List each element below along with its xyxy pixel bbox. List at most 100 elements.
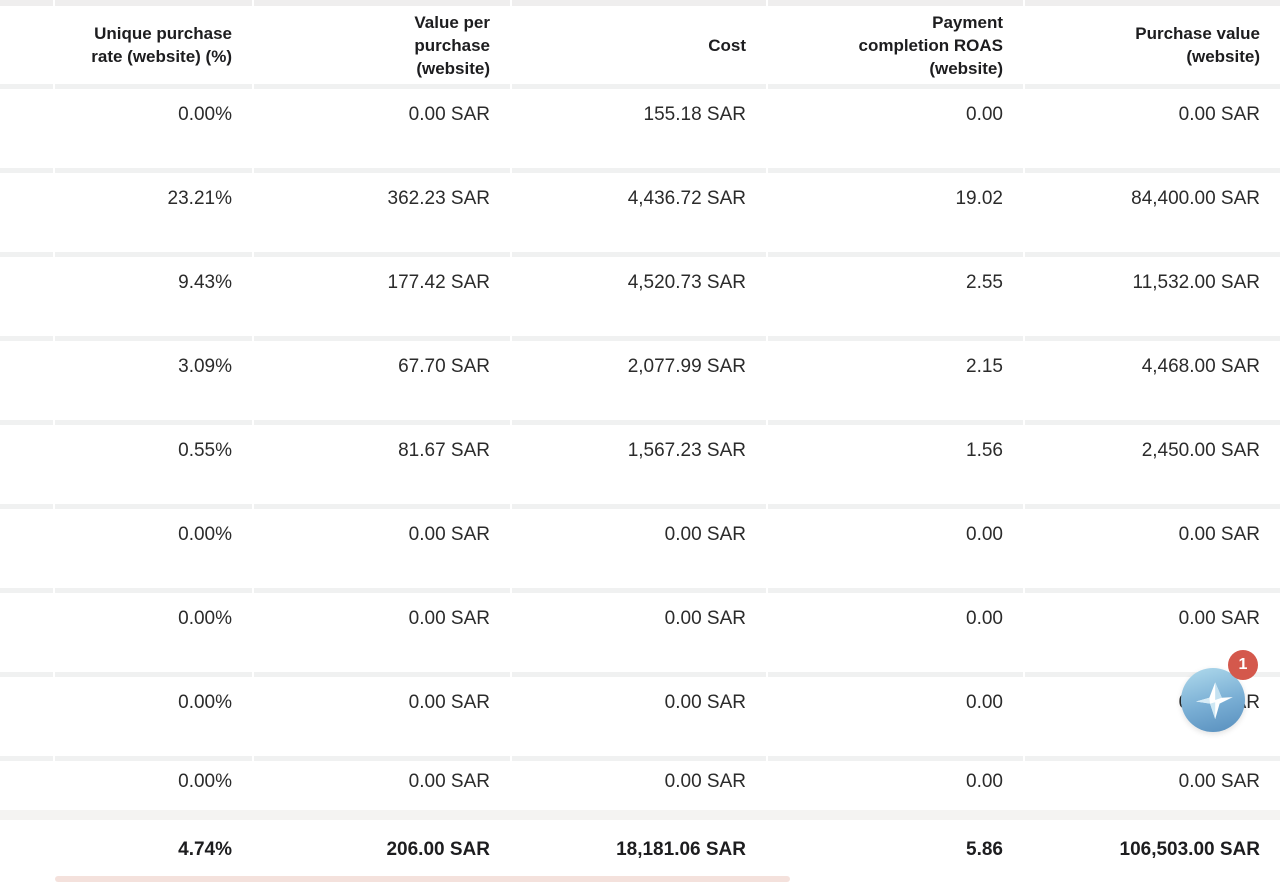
row-separator [0, 756, 1280, 761]
table-row: 0.00% 0.00 SAR 155.18 SAR 0.00 0.00 SAR [0, 89, 1280, 168]
table-row: 0.00% 0.00 SAR 0.00 SAR 0.00 0.00 SAR [0, 593, 1280, 672]
table-row: 0.00% 0.00 SAR 0.00 SAR 0.00 0.00 SAR [0, 761, 1280, 810]
header-line: (website) [1186, 47, 1260, 66]
notification-badge: 1 [1228, 650, 1258, 680]
row-spacer-cell [0, 257, 53, 336]
table-row: 0.00% 0.00 SAR 0.00 SAR 0.00 0.00 SAR [0, 509, 1280, 588]
row-spacer-cell [0, 761, 53, 810]
cell-value-per-purchase: 0.00 SAR [252, 593, 510, 672]
stripe-segment [0, 0, 53, 6]
row-separator [0, 420, 1280, 425]
total-purchase-value: 106,503.00 SAR [1023, 820, 1280, 880]
column-header-value-per-purchase[interactable]: Value per purchase (website) [252, 6, 510, 84]
stripe-segment [766, 0, 1023, 6]
total-row-separator [0, 810, 1280, 820]
cell-unique-purchase-rate: 3.09% [53, 341, 252, 420]
cell-payment-completion-roas: 0.00 [766, 677, 1023, 756]
header-line: Cost [708, 35, 746, 55]
row-spacer-cell [0, 509, 53, 588]
assistant-widget-button[interactable] [1181, 668, 1245, 732]
sparkle-star-icon [1196, 682, 1233, 720]
header-line: Payment [932, 12, 1003, 32]
cell-purchase-value: 11,532.00 SAR [1023, 257, 1280, 336]
row-spacer-cell [0, 89, 53, 168]
cell-cost: 0.00 SAR [510, 677, 766, 756]
table-row: 3.09% 67.70 SAR 2,077.99 SAR 2.15 4,468.… [0, 341, 1280, 420]
header-top-stripe [0, 0, 1280, 6]
cell-payment-completion-roas: 2.15 [766, 341, 1023, 420]
cell-unique-purchase-rate: 0.00% [53, 677, 252, 756]
cell-value-per-purchase: 0.00 SAR [252, 677, 510, 756]
header-line: (website) [929, 58, 1003, 78]
row-spacer-cell [0, 173, 53, 252]
stripe-segment [252, 0, 510, 6]
row-spacer-cell [0, 677, 53, 756]
table-total-row: 4.74% 206.00 SAR 18,181.06 SAR 5.86 106,… [0, 820, 1280, 880]
header-line: Unique purchase [94, 24, 232, 43]
row-spacer-cell [0, 820, 53, 880]
stripe-segment [53, 0, 252, 6]
cell-payment-completion-roas: 0.00 [766, 89, 1023, 168]
cell-value-per-purchase: 67.70 SAR [252, 341, 510, 420]
cell-value-per-purchase: 0.00 SAR [252, 89, 510, 168]
row-spacer-cell [0, 425, 53, 504]
column-header-payment-completion-roas[interactable]: Payment completion ROAS (website) [766, 6, 1023, 84]
cell-value-per-purchase: 0.00 SAR [252, 761, 510, 810]
cell-cost: 2,077.99 SAR [510, 341, 766, 420]
cell-value-per-purchase: 177.42 SAR [252, 257, 510, 336]
total-payment-completion-roas: 5.86 [766, 820, 1023, 880]
cell-unique-purchase-rate: 0.55% [53, 425, 252, 504]
cell-payment-completion-roas: 1.56 [766, 425, 1023, 504]
header-line: (website) [416, 58, 490, 78]
row-separator [0, 672, 1280, 677]
header-line: Purchase value [1135, 24, 1260, 43]
cell-value-per-purchase: 0.00 SAR [252, 509, 510, 588]
total-unique-purchase-rate: 4.74% [53, 820, 252, 880]
header-line: Value per [414, 12, 490, 32]
cell-purchase-value: 0.00 SAR [1023, 593, 1280, 672]
cell-payment-completion-roas: 19.02 [766, 173, 1023, 252]
stripe-segment [1023, 0, 1280, 6]
total-value-per-purchase: 206.00 SAR [252, 820, 510, 880]
cell-cost: 1,567.23 SAR [510, 425, 766, 504]
row-spacer-cell [0, 593, 53, 672]
table-row: 9.43% 177.42 SAR 4,520.73 SAR 2.55 11,53… [0, 257, 1280, 336]
cell-purchase-value: 2,450.00 SAR [1023, 425, 1280, 504]
header-line: rate (website) (%) [91, 47, 232, 66]
cell-cost: 4,520.73 SAR [510, 257, 766, 336]
cell-unique-purchase-rate: 0.00% [53, 89, 252, 168]
cell-cost: 0.00 SAR [510, 761, 766, 810]
cell-purchase-value: 0.00 SAR [1023, 89, 1280, 168]
cell-purchase-value: 0.00 SAR [1023, 761, 1280, 810]
cell-payment-completion-roas: 0.00 [766, 761, 1023, 810]
stripe-segment [510, 0, 766, 6]
column-header-cost[interactable]: Cost [510, 6, 766, 84]
total-cost: 18,181.06 SAR [510, 820, 766, 880]
cell-payment-completion-roas: 2.55 [766, 257, 1023, 336]
table-header-row: Unique purchase rate (website) (%) Value… [0, 6, 1280, 84]
cell-payment-completion-roas: 0.00 [766, 509, 1023, 588]
cell-unique-purchase-rate: 9.43% [53, 257, 252, 336]
horizontal-scrollbar[interactable] [55, 876, 790, 882]
column-header-unique-purchase-rate[interactable]: Unique purchase rate (website) (%) [53, 6, 252, 84]
header-line: purchase [414, 35, 490, 55]
header-spacer-cell [0, 6, 53, 84]
row-separator [0, 168, 1280, 173]
row-separator [0, 588, 1280, 593]
assistant-widget: 1 [1181, 650, 1259, 733]
table-row: 0.55% 81.67 SAR 1,567.23 SAR 1.56 2,450.… [0, 425, 1280, 504]
cell-payment-completion-roas: 0.00 [766, 593, 1023, 672]
row-separator [0, 84, 1280, 89]
table-row: 23.21% 362.23 SAR 4,436.72 SAR 19.02 84,… [0, 173, 1280, 252]
cell-cost: 0.00 SAR [510, 509, 766, 588]
cell-purchase-value: 0.00 SAR [1023, 509, 1280, 588]
row-separator [0, 504, 1280, 509]
column-header-purchase-value[interactable]: Purchase value (website) [1023, 6, 1280, 84]
cell-unique-purchase-rate: 0.00% [53, 509, 252, 588]
cell-purchase-value: 4,468.00 SAR [1023, 341, 1280, 420]
cell-cost: 4,436.72 SAR [510, 173, 766, 252]
cell-value-per-purchase: 81.67 SAR [252, 425, 510, 504]
cell-cost: 0.00 SAR [510, 593, 766, 672]
row-separator [0, 336, 1280, 341]
cell-unique-purchase-rate: 23.21% [53, 173, 252, 252]
